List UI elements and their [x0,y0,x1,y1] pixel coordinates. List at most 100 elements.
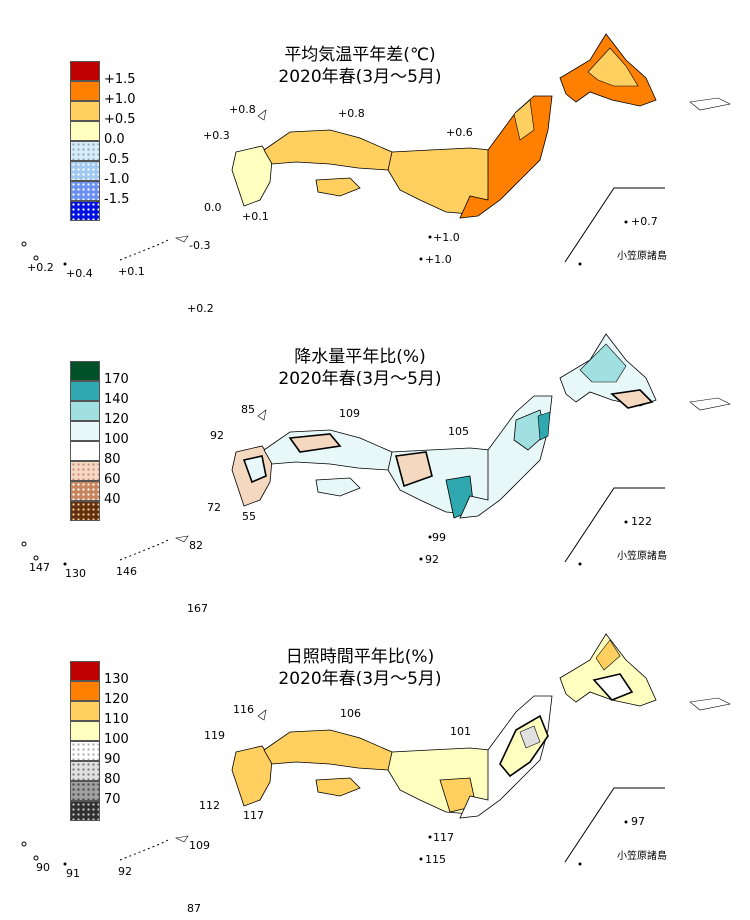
station-value: 167 [187,602,208,615]
legend-swatch [70,421,100,441]
legend-tick: 120 [104,412,129,427]
station-value: +0.8 [229,103,256,116]
temperature-map-panel: 平均気温平年差(℃) 2020年春(3月～5月) +1.5 +1.0 +0.5 … [0,0,750,315]
station-value: 109 [189,839,210,852]
station-value: 112 [199,799,220,812]
station-value: 146 [116,565,137,578]
legend-swatch [70,801,100,821]
legend-tick: +1.5 [104,72,136,87]
legend-tick: 140 [104,392,129,407]
legend-tick: -1.0 [104,172,130,187]
station-value: +0.1 [242,210,269,223]
station-value: 87 [187,902,201,915]
legend-tick: 90 [104,752,121,767]
legend-swatch [70,661,100,681]
legend-tick: 120 [104,692,129,707]
legend-swatch [70,781,100,801]
station-value: +0.1 [118,265,145,278]
station-value: -0.3 [189,239,211,252]
japan-map [21,33,731,266]
legend-tick: 80 [104,452,121,467]
title-line-2: 2020年春(3月～5月) [278,669,442,689]
legend-swatch [70,401,100,421]
ogasawara-label: 小笠原諸島 [617,251,667,262]
legend-tick: 70 [104,792,121,807]
legend-tick: 110 [104,712,129,727]
station-value: +0.3 [203,129,230,142]
legend-swatch [70,681,100,701]
legend-swatch [70,461,100,481]
title-line-1: 降水量平年比(%) [294,347,426,367]
legend-swatch [70,721,100,741]
legend-swatch [70,481,100,501]
station-value: 117 [243,809,264,822]
map-title: 平均気温平年差(℃) 2020年春(3月～5月) [230,44,490,88]
station-value: +1.0 [425,253,452,266]
station-value: 105 [448,425,469,438]
legend-tick: -1.5 [104,192,130,207]
station-value: +0.8 [338,107,365,120]
station-value: 99 [432,531,446,544]
legend-tick: 0.0 [104,132,125,147]
station-value: 92 [210,429,224,442]
station-value: +0.4 [66,267,93,280]
title-line-1: 平均気温平年差(℃) [284,45,436,65]
legend-swatch [70,141,100,161]
station-value: 55 [242,510,256,523]
japan-map [21,333,731,566]
station-value: 106 [340,707,361,720]
title-line-2: 2020年春(3月～5月) [278,369,442,389]
station-value: 91 [66,867,80,880]
station-value: +0.2 [27,261,54,274]
station-value: +0.2 [187,302,214,315]
precipitation-map-panel: 降水量平年比(%) 2020年春(3月～5月) 170 140 120 100 … [0,300,750,615]
station-value: 92 [118,865,132,878]
legend-swatch [70,121,100,141]
legend-swatch [70,441,100,461]
station-value: 117 [433,831,454,844]
station-value: 119 [204,729,225,742]
legend-swatch [70,161,100,181]
legend-swatch [70,61,100,81]
legend-swatch [70,501,100,521]
station-value: 115 [425,853,446,866]
legend-swatch [70,201,100,221]
legend-tick: 100 [104,432,129,447]
title-line-2: 2020年春(3月～5月) [278,67,442,87]
station-value: 101 [450,725,471,738]
station-value: 72 [207,501,221,514]
station-value: +0.7 [631,215,658,228]
legend-tick: 170 [104,372,129,387]
legend-swatch [70,741,100,761]
legend-tick: 130 [104,672,129,687]
legend-tick: +0.5 [104,112,136,127]
station-value: 116 [233,703,254,716]
station-value: +1.0 [433,231,460,244]
legend-tick: 60 [104,472,121,487]
station-value: 122 [631,515,652,528]
legend-tick: -0.5 [104,152,130,167]
legend-swatch [70,761,100,781]
map-title: 降水量平年比(%) 2020年春(3月～5月) [230,346,490,390]
legend-swatch [70,701,100,721]
station-value: 90 [36,861,50,874]
station-value: 147 [29,561,50,574]
station-value: 0.0 [204,201,222,214]
legend-tick: 100 [104,732,129,747]
station-value: 109 [339,407,360,420]
sunshine-map-panel: 日照時間平年比(%) 2020年春(3月～5月) 130 120 110 100… [0,600,750,915]
station-value: 85 [241,403,255,416]
station-value: 92 [425,553,439,566]
legend-tick: 80 [104,772,121,787]
title-line-1: 日照時間平年比(%) [285,647,435,667]
ogasawara-label: 小笠原諸島 [617,551,667,562]
legend-swatch [70,361,100,381]
legend-swatch [70,181,100,201]
legend-swatch [70,81,100,101]
map-title: 日照時間平年比(%) 2020年春(3月～5月) [230,646,490,690]
ogasawara-label: 小笠原諸島 [617,851,667,862]
station-value: 130 [65,567,86,580]
legend-tick: 40 [104,492,121,507]
station-value: 82 [189,539,203,552]
legend-swatch [70,101,100,121]
